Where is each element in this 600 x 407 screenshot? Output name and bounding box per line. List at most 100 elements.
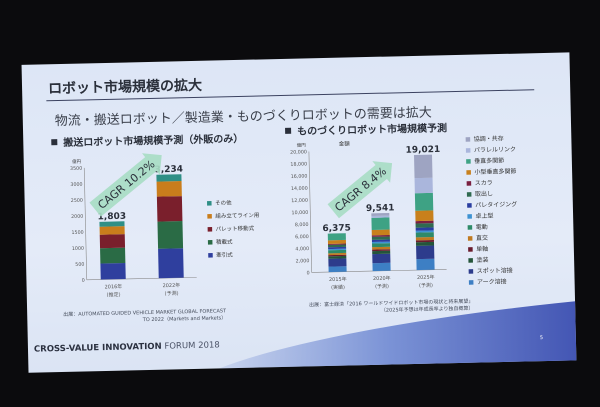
chart1-total-label: 1,803 bbox=[97, 212, 126, 223]
chart1-ytick-label: 1500 bbox=[71, 230, 83, 236]
chart2-legend-label: アーク溶接 bbox=[477, 277, 507, 286]
chart2-bar-segment bbox=[371, 241, 391, 244]
chart2-legend-label: 単軸 bbox=[476, 245, 488, 253]
chart2-legend-label: 小型垂直多関節 bbox=[474, 167, 516, 176]
chart2-legend-swatch bbox=[466, 192, 472, 197]
chart2-total-label: 6,375 bbox=[322, 223, 351, 234]
chart1-bar-segment bbox=[100, 262, 126, 280]
chart2-bar-segment bbox=[372, 243, 391, 248]
chart2-bar-segment bbox=[372, 249, 391, 252]
chart2-bar-segment bbox=[372, 253, 391, 264]
chart1-bar-segment bbox=[99, 234, 126, 249]
chart2-legend-swatch bbox=[467, 236, 473, 241]
chart1-ytick-label: 3000 bbox=[70, 182, 82, 188]
chart2-xtick-note: (実績) bbox=[331, 284, 345, 291]
chart2-bar-segment bbox=[415, 240, 434, 243]
chart2-subtitle: 金額 bbox=[339, 140, 351, 148]
chart2-bar-segment bbox=[328, 248, 347, 251]
chart1-bar-segment bbox=[100, 247, 126, 264]
chart1-legend-label: 積載式 bbox=[216, 238, 233, 246]
chart1-xtick-note: (推定) bbox=[107, 291, 121, 298]
chart2-legend-swatch bbox=[468, 269, 474, 274]
chart2-bar-segment bbox=[371, 236, 390, 240]
chart2-legend-swatch bbox=[466, 159, 471, 164]
chart2-bar-segment bbox=[328, 266, 347, 273]
chart2-bar-segment bbox=[327, 233, 346, 234]
chart2-unit-label: 億円 bbox=[297, 142, 307, 149]
chart1-legend-label: パレット移動式 bbox=[216, 224, 255, 233]
chart1-y-axis bbox=[83, 167, 88, 280]
chart1-total-label: 3,234 bbox=[154, 165, 183, 176]
chart1-legend-swatch bbox=[207, 201, 212, 206]
chart1-xtick-note: (予測) bbox=[165, 290, 179, 297]
chart1-ytick-label: 500 bbox=[75, 262, 84, 268]
chart2-bar-segment bbox=[415, 210, 434, 222]
chart1-bar-segment bbox=[157, 221, 184, 249]
chart2-bar-segment bbox=[415, 227, 434, 231]
chart2-bar-segment bbox=[372, 262, 391, 272]
chart2-bar-segment bbox=[415, 223, 434, 228]
chart2-legend-label: 卓上型 bbox=[475, 212, 493, 220]
chart2-bar-segment bbox=[415, 237, 434, 241]
chart2-xtick-label: 2015年 bbox=[329, 276, 347, 283]
chart1-ytick-label: 2000 bbox=[71, 214, 83, 220]
chart2-legend-label: 垂直多関節 bbox=[474, 156, 504, 165]
chart2-xtick-label: 2020年 bbox=[373, 275, 391, 282]
chart2-legend-swatch bbox=[467, 203, 472, 208]
chart2-ytick-label: 10,000 bbox=[291, 210, 308, 216]
chart2-legend-label: 塗装 bbox=[476, 256, 488, 264]
chart1-ytick-label: 3500 bbox=[70, 166, 82, 172]
chart2-bar-segment bbox=[328, 244, 347, 248]
chart2-xtick-label: 2025年 bbox=[417, 274, 435, 281]
chart2-ytick-label: 8,000 bbox=[295, 222, 309, 228]
chart1-bar-segment bbox=[99, 221, 125, 227]
chart2-bar-segment bbox=[414, 177, 433, 194]
chart2-total-label: 19,021 bbox=[405, 145, 440, 156]
chart2-bar-segment bbox=[415, 230, 434, 233]
chart2-bar-segment bbox=[371, 239, 390, 243]
chart2-bar-segment bbox=[328, 255, 347, 259]
chart2-bar-segment bbox=[415, 232, 434, 238]
chart2-ytick-label: 14,000 bbox=[291, 186, 308, 192]
chart1-bar-segment bbox=[156, 181, 182, 197]
chart2-total-label: 9,541 bbox=[366, 203, 395, 214]
chart2-legend-label: 電動 bbox=[476, 223, 488, 231]
chart1-bar-segment bbox=[156, 196, 183, 222]
chart1-ytick-label: 2500 bbox=[71, 198, 83, 204]
chart1-xtick-label: 2016年 bbox=[104, 283, 122, 290]
chart1-cagr-label: CAGR 10.2% bbox=[95, 158, 157, 212]
chart2-legend-swatch bbox=[465, 137, 471, 142]
chart2-bar-segment bbox=[415, 220, 434, 224]
chart2-ytick-label: 2,000 bbox=[296, 258, 310, 264]
chart2-legend-label: パラレルリンク bbox=[474, 146, 516, 154]
chart2-bar-segment bbox=[328, 249, 347, 254]
chart2-legend-swatch bbox=[468, 247, 473, 252]
chart2-ytick-label: 20,000 bbox=[290, 149, 307, 155]
chart2-legend-swatch bbox=[465, 148, 471, 153]
chart1-bar-segment bbox=[99, 226, 125, 235]
chart1-bar-segment bbox=[158, 248, 184, 279]
chart1-legend-swatch bbox=[207, 214, 212, 219]
chart2-xtick-note: (予測) bbox=[419, 282, 433, 289]
chart2-bar-segment bbox=[371, 212, 390, 217]
chart2-legend-label: スポット溶接 bbox=[477, 266, 513, 275]
chart2-bar-segment bbox=[416, 258, 435, 271]
chart2-legend-label: 直交 bbox=[476, 234, 488, 242]
chart1-legend-label: 組み立てライン用 bbox=[215, 211, 259, 220]
chart2-legend-swatch bbox=[466, 181, 472, 186]
chart2-bar-segment bbox=[328, 258, 347, 267]
chart2-bar-segment bbox=[414, 192, 434, 211]
chart2-bar-segment bbox=[371, 229, 390, 236]
chart1-ytick-label: 0 bbox=[82, 278, 85, 284]
chart2-ytick-label: 4,000 bbox=[295, 246, 309, 252]
chart2-legend-label: 取出し bbox=[475, 190, 493, 198]
chart2-cagr-arrow-shape bbox=[327, 161, 393, 219]
chart2-legend-label: 協調・共存 bbox=[474, 134, 504, 143]
chart2-bar-segment bbox=[371, 217, 390, 230]
chart1-legend-swatch bbox=[207, 239, 213, 245]
chart2-bar-segment bbox=[371, 215, 390, 218]
chart2-ytick-label: 6,000 bbox=[295, 234, 309, 240]
chart2-ytick-label: 18,000 bbox=[290, 161, 307, 167]
chart2-bar-segment bbox=[372, 250, 391, 255]
